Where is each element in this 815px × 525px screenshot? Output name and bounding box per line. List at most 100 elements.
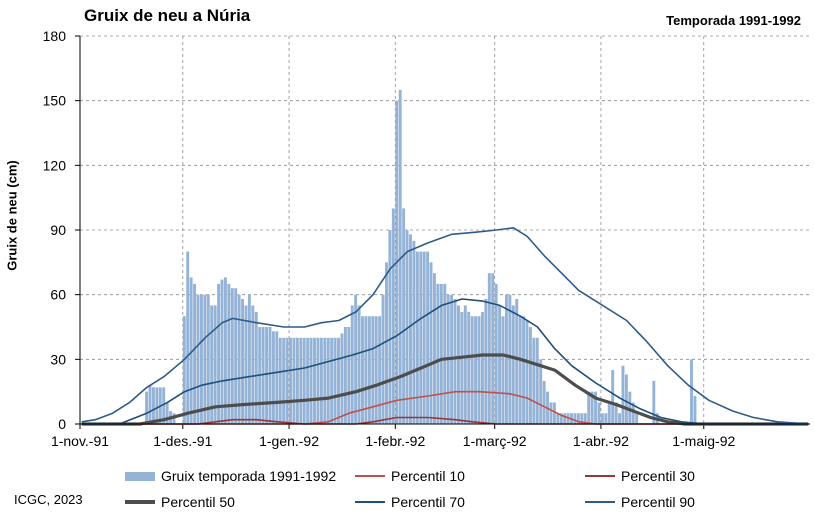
snow-depth-bar <box>552 402 556 424</box>
snow-depth-bar <box>299 337 303 424</box>
y-tick-label: 30 <box>50 351 66 367</box>
snow-depth-bar <box>227 283 231 424</box>
snow-depth-bar <box>350 305 354 424</box>
snow-depth-bar <box>162 387 166 424</box>
chart-subtitle: Temporada 1991-1992 <box>666 13 801 28</box>
x-tick-label: 1-març-92 <box>463 433 527 449</box>
snow-depth-bar <box>635 413 639 424</box>
snow-depth-bar <box>463 305 467 424</box>
snow-depth-bar <box>597 402 601 424</box>
snow-depth-bar <box>319 337 323 424</box>
percentile-10-line <box>81 390 809 425</box>
x-tick-label: 1-gen.-92 <box>259 433 319 449</box>
snow-depth-bar <box>487 273 491 424</box>
snow-depth-bar <box>148 385 152 424</box>
snow-depth-bar <box>151 387 155 424</box>
snow-depth-bar <box>289 337 292 424</box>
snow-depth-bar <box>278 337 282 424</box>
snow-depth-bar <box>405 230 409 424</box>
snow-depth-bar <box>247 294 251 424</box>
snow-depth-bar <box>292 337 296 424</box>
legend-item-p50: Percentil 50 <box>125 494 235 510</box>
snow-depth-bar <box>261 327 265 424</box>
snow-depth-bar <box>415 251 419 424</box>
snow-depth-bar <box>271 331 275 424</box>
snow-depth-bar <box>477 316 481 424</box>
snow-depth-bar <box>652 380 656 424</box>
snow-depth-bar <box>456 305 460 424</box>
snow-depth-bar <box>460 311 464 424</box>
snow-depth-bar <box>693 395 697 424</box>
snow-depth-bar <box>186 251 190 424</box>
legend-label-p70: Percentil 70 <box>391 494 465 510</box>
snow-depth-bar <box>508 294 512 424</box>
snow-depth-bar <box>251 305 255 424</box>
snow-depth-bar <box>361 316 364 424</box>
snow-depth-bar <box>522 316 526 424</box>
snow-depth-bar <box>357 305 361 424</box>
snow-depth-bar <box>313 337 316 424</box>
snow-depth-bar <box>244 305 248 424</box>
snow-depth-bar <box>309 337 313 424</box>
snow-depth-bar <box>467 311 471 424</box>
snow-depth-bar <box>443 283 447 424</box>
legend-label-p90: Percentil 90 <box>621 494 695 510</box>
snow-depth-bar <box>604 413 608 424</box>
y-tick-label: 150 <box>43 93 67 109</box>
snow-depth-bar <box>199 294 203 424</box>
snow-depth-bar <box>439 283 443 424</box>
snow-depth-bar <box>241 298 245 424</box>
legend-swatch-p90 <box>585 501 615 503</box>
snow-depth-bar <box>433 273 436 424</box>
snow-depth-bar <box>556 413 560 424</box>
snow-depth-bar <box>189 277 193 424</box>
snow-depth-bar <box>295 337 299 424</box>
snow-depth-bar <box>330 337 334 424</box>
legend-item-p10: Percentil 10 <box>355 468 465 484</box>
snow-depth-bar <box>306 337 310 424</box>
snow-depth-bar <box>347 327 351 424</box>
snow-depth-bar <box>254 311 258 424</box>
y-tick-label: 90 <box>50 222 66 238</box>
percentile-50-line <box>81 353 809 426</box>
snow-depth-bar <box>518 316 522 424</box>
legend-swatch-p50 <box>125 500 155 504</box>
snow-depth-bar <box>618 413 622 424</box>
legend-item-p90: Percentil 90 <box>585 494 695 510</box>
snow-depth-bar <box>230 288 234 424</box>
snow-depth-bar <box>504 294 508 424</box>
y-tick-label: 0 <box>58 416 66 432</box>
snow-depth-bar <box>583 413 587 424</box>
snow-depth-bar <box>580 413 584 424</box>
snow-depth-bar <box>559 413 563 424</box>
snow-depth-bar <box>268 327 272 424</box>
x-tick-label: 1-febr.-92 <box>365 433 425 449</box>
legend-label-season: Gruix temporada 1991-1992 <box>161 468 337 484</box>
legend-label-p30: Percentil 30 <box>621 468 695 484</box>
snow-depth-bar <box>607 402 611 424</box>
percentile-90-line <box>81 227 809 425</box>
snow-depth-bar <box>511 305 515 424</box>
x-tick-label: 1-maig-92 <box>672 433 735 449</box>
snow-depth-bar <box>385 262 388 424</box>
snow-depth-bar <box>182 316 186 424</box>
snow-depth-bar <box>549 402 553 424</box>
snow-depth-bar <box>354 294 358 424</box>
snow-depth-bar <box>302 337 306 424</box>
legend-swatch-p70 <box>355 501 385 503</box>
snow-depth-bar <box>333 337 337 424</box>
legend-swatch-p10 <box>355 475 385 477</box>
snow-depth-bar <box>590 391 594 424</box>
percentile-70-line <box>81 298 809 425</box>
snow-depth-bar <box>690 359 693 424</box>
snow-depth-bar <box>539 359 543 424</box>
snow-depth-bar <box>484 298 488 424</box>
snow-depth-bar <box>367 316 371 424</box>
snow-depth-bar <box>594 391 598 424</box>
snow-depth-bar <box>409 234 412 424</box>
x-tick-label: 1-des.-91 <box>153 433 212 449</box>
snow-depth-bar <box>398 89 402 424</box>
snow-depth-bar <box>323 337 327 424</box>
legend-swatch-season <box>125 471 155 481</box>
snow-depth-bar <box>388 230 392 424</box>
